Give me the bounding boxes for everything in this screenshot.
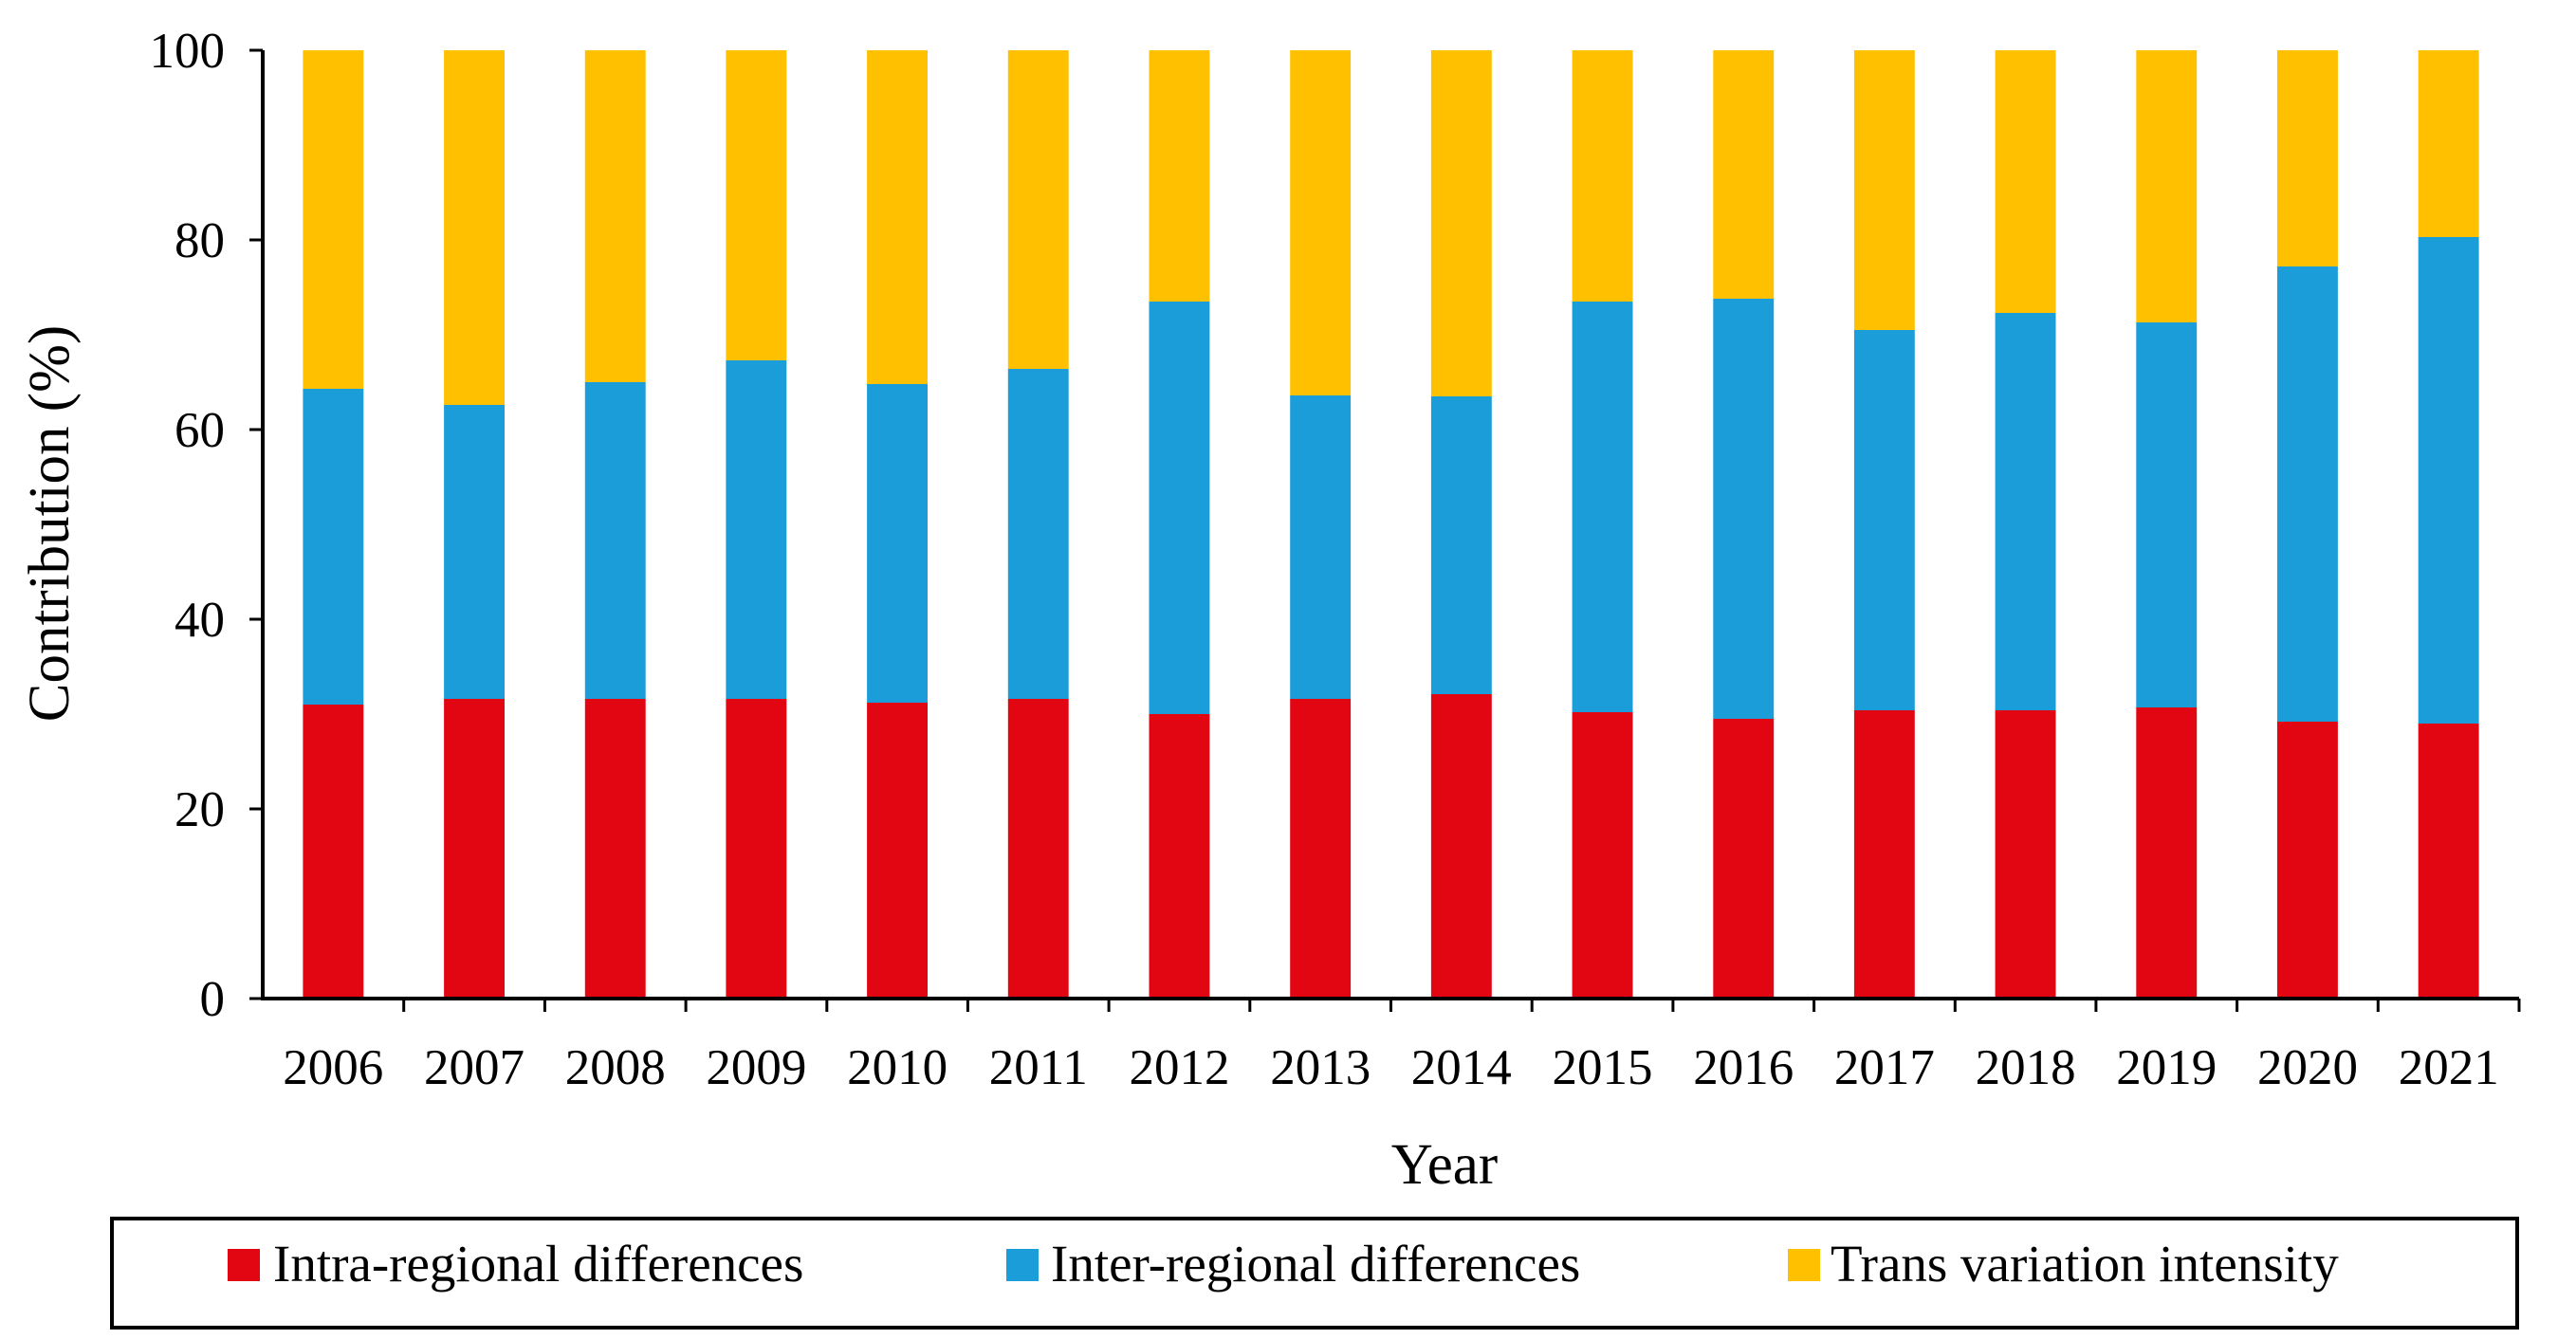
bar-intra-2011 [1007,699,1069,999]
axes-layer [249,48,2521,1012]
x-axis-title: Year [1391,1133,1498,1197]
bar-intra-2015 [1572,712,1633,999]
y-axis-title: Contribution (%) [18,325,82,722]
bar-inter-2011 [1007,369,1069,699]
bar-intra-2008 [584,699,646,999]
x-tick-label: 2006 [283,1040,383,1095]
bar-inter-2006 [303,389,364,705]
bar-trans-2018 [1995,50,2056,313]
bar-inter-2020 [2277,266,2338,722]
bar-intra-2016 [1713,719,1775,999]
bar-inter-2015 [1572,302,1633,712]
bar-trans-2020 [2277,50,2338,266]
bar-inter-2012 [1149,302,1210,714]
x-tick-label: 2012 [1130,1040,1230,1095]
bar-trans-2010 [867,50,928,384]
x-tick-label: 2008 [565,1040,666,1095]
bar-trans-2011 [1007,50,1069,369]
y-tick-label: 80 [175,213,225,268]
bar-trans-2012 [1149,50,1210,302]
bar-trans-2014 [1430,50,1492,396]
bar-intra-2020 [2277,722,2338,999]
bars-layer [303,50,2479,999]
x-tick-label: 2021 [2399,1040,2499,1095]
bar-intra-2012 [1149,714,1210,999]
bar-trans-2021 [2418,50,2479,237]
x-tick-label: 2007 [424,1040,524,1095]
x-tick-label: 2015 [1553,1040,1653,1095]
x-tick-label: 2018 [1976,1040,2076,1095]
bar-trans-2016 [1713,50,1775,299]
legend-label-intra: Intra-regional differences [273,1235,803,1293]
x-tick-label: 2011 [989,1040,1088,1095]
bar-inter-2016 [1713,299,1775,719]
legend: Intra-regional differences Inter-regiona… [110,1217,2519,1330]
bar-trans-2015 [1572,50,1633,302]
bar-inter-2010 [867,384,928,703]
bar-intra-2007 [444,699,505,999]
bar-inter-2021 [2418,237,2479,724]
bar-intra-2017 [1853,710,1915,999]
bar-intra-2018 [1995,710,2056,999]
bar-trans-2006 [303,50,364,389]
bar-intra-2010 [867,703,928,999]
y-tick-label: 40 [175,593,225,648]
bar-intra-2014 [1430,694,1492,999]
x-tick-label: 2014 [1411,1040,1512,1095]
x-tick-label: 2010 [847,1040,948,1095]
x-tick-label: 2016 [1693,1040,1794,1095]
bar-trans-2013 [1290,50,1352,395]
legend-swatch-trans [1788,1249,1820,1281]
bar-inter-2018 [1995,313,2056,710]
legend-label-inter: Inter-regional differences [1051,1235,1580,1293]
legend-label-trans: Trans variation intensity [1831,1235,2339,1293]
bar-trans-2019 [2136,50,2198,322]
bar-inter-2008 [584,382,646,699]
x-tick-label: 2009 [706,1040,806,1095]
bar-inter-2017 [1853,330,1915,710]
legend-swatch-inter [1006,1249,1039,1281]
x-tick-label: 2017 [1834,1040,1935,1095]
tick-labels-layer: 2006 2007 2008 2009 2010 2011 2012 2013 2014 2015… [150,24,2499,1095]
bar-inter-2013 [1290,395,1352,699]
bar-intra-2013 [1290,699,1352,999]
bar-trans-2009 [726,50,787,360]
bar-intra-2006 [303,705,364,999]
y-tick-label: 60 [175,403,225,458]
y-tick-label: 100 [150,24,226,79]
legend-swatch-intra [228,1249,260,1281]
bar-intra-2019 [2136,707,2198,999]
x-tick-label: 2019 [2116,1040,2217,1095]
bar-inter-2019 [2136,322,2198,707]
y-tick-label: 0 [200,972,226,1027]
bar-inter-2007 [444,405,505,699]
bar-intra-2021 [2418,724,2479,999]
x-tick-label: 2020 [2257,1040,2358,1095]
bar-inter-2014 [1430,396,1492,694]
x-tick-label: 2013 [1270,1040,1371,1095]
y-tick-label: 20 [175,782,225,837]
bar-trans-2017 [1853,50,1915,330]
bar-trans-2007 [444,50,505,405]
legend-frame [110,1217,2519,1330]
bar-intra-2009 [726,699,787,999]
bar-inter-2009 [726,360,787,699]
bar-trans-2008 [584,50,646,382]
